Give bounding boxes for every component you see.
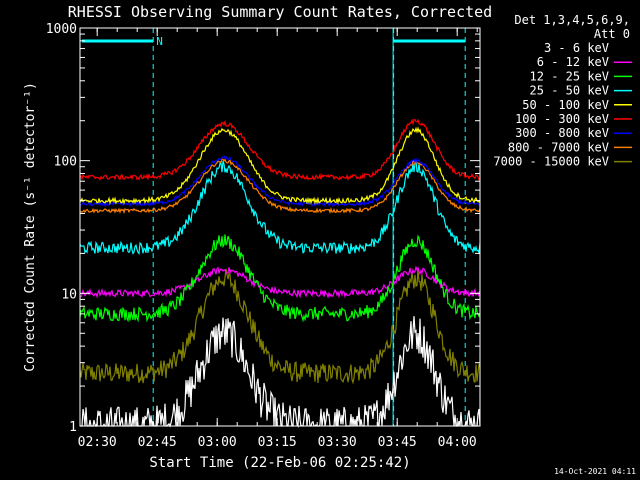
legend-label: 300 - 800 keV bbox=[515, 126, 609, 140]
x-axis-label: Start Time (22-Feb-06 02:25:42) bbox=[149, 455, 410, 471]
series-line bbox=[79, 118, 481, 181]
y-axis-label: Corrected Count Rate (s⁻¹ detector⁻¹) bbox=[23, 82, 38, 372]
night-marker-label: N bbox=[156, 35, 163, 48]
y-tick-label: 100 bbox=[54, 155, 77, 170]
series-line bbox=[79, 234, 481, 323]
legend-label: 50 - 100 keV bbox=[522, 98, 609, 112]
legend-label: 100 - 300 keV bbox=[515, 112, 609, 126]
x-tick-label: 03:15 bbox=[258, 435, 297, 450]
y-tick-label: 1000 bbox=[46, 22, 77, 37]
plot-frame bbox=[79, 27, 481, 427]
chart-title: RHESSI Observing Summary Count Rates, Co… bbox=[68, 3, 492, 21]
legend-label: 800 - 7000 keV bbox=[508, 140, 609, 154]
series-line bbox=[79, 268, 481, 385]
y-tick-label: 10 bbox=[61, 287, 77, 302]
y-tick-label: 1 bbox=[69, 420, 77, 435]
x-tick-label: 03:30 bbox=[318, 435, 357, 450]
legend-label: 12 - 25 keV bbox=[530, 69, 609, 83]
x-tick-label: 03:45 bbox=[378, 435, 417, 450]
series-line bbox=[79, 159, 481, 255]
footer-date: 14-Oct-2021 04:11 bbox=[554, 467, 636, 476]
legend-label: 3 - 6 keV bbox=[544, 41, 609, 55]
series-line bbox=[79, 265, 481, 299]
legend-label: 25 - 50 keV bbox=[530, 84, 609, 98]
legend-header-line-2: Att 0 bbox=[594, 27, 630, 41]
series-line bbox=[79, 126, 481, 206]
series-line bbox=[79, 155, 481, 208]
x-tick-label: 02:45 bbox=[138, 435, 177, 450]
x-tick-label: 02:30 bbox=[78, 435, 117, 450]
legend-label: 7000 - 15000 keV bbox=[493, 155, 609, 169]
legend-label: 6 - 12 keV bbox=[537, 55, 609, 69]
x-tick-label: 04:00 bbox=[438, 435, 477, 450]
x-tick-label: 03:00 bbox=[198, 435, 237, 450]
series-line bbox=[80, 316, 481, 429]
series-line bbox=[79, 158, 481, 215]
legend-header-line-1: Det 1,3,4,5,6,9, bbox=[514, 13, 630, 27]
